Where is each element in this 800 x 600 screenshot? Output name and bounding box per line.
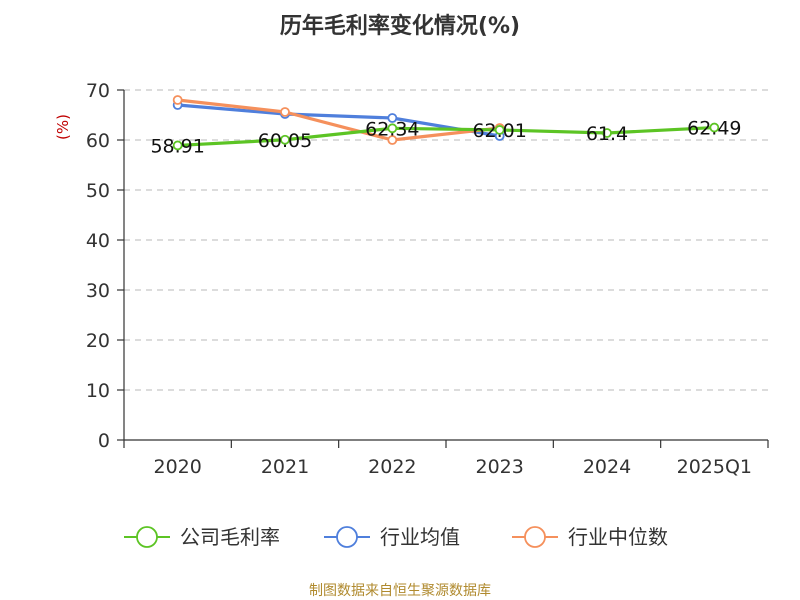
data-labels: 58.91 60.05 62.34 62.01 61.4 62.49 (150, 118, 741, 158)
data-point (280, 107, 290, 117)
series-0 (172, 122, 720, 151)
y-tick-label: 30 (86, 280, 110, 302)
legend-swatch-marker (336, 526, 358, 548)
x-tick-label: 2024 (583, 456, 631, 478)
x-tick-label: 2021 (261, 456, 309, 478)
x-tick-label: 2020 (153, 456, 201, 478)
legend-item: 行业均值 (324, 525, 460, 549)
y-axis-label: (%) (54, 114, 72, 140)
data-point (387, 123, 398, 134)
x-tick-label: 2022 (368, 456, 416, 478)
data-label: 62.01 (472, 120, 526, 142)
y-tick-label: 70 (86, 80, 110, 102)
data-point (172, 140, 183, 151)
data-point (387, 113, 398, 123)
legend-swatch-marker (136, 526, 158, 548)
x-tick-label: 2023 (475, 456, 523, 478)
y-tick-label: 0 (98, 430, 110, 452)
series (172, 95, 720, 151)
y-tick-label: 50 (86, 180, 110, 202)
x-tick-label: 2025Q1 (677, 456, 752, 478)
data-label: 62.34 (365, 118, 419, 140)
legend-label: 行业中位数 (568, 525, 668, 549)
data-label: 62.49 (687, 118, 741, 140)
data-point (709, 122, 720, 133)
y-tick-label: 20 (86, 330, 110, 352)
legend-label: 行业均值 (380, 525, 460, 549)
series-line (177, 103, 500, 138)
legend-label: 公司毛利率 (180, 525, 280, 549)
legend-item: 公司毛利率 (124, 525, 280, 549)
data-point (494, 125, 505, 135)
legend-swatch-marker (524, 526, 546, 548)
data-point (172, 95, 183, 105)
legend: 公司毛利率 行业均值 行业中位数 (124, 525, 668, 549)
y-tick-label: 40 (86, 230, 110, 252)
series-2 (172, 95, 505, 145)
data-label: 58.91 (150, 135, 204, 157)
y-tick-label: 10 (86, 380, 110, 402)
source-note: 制图数据来自恒生聚源数据库 (309, 583, 491, 599)
axes: 0 10 20 30 40 50 60 70 2020 2021 2022 2023 2024 2025Q… (86, 80, 769, 478)
grid (124, 89, 768, 391)
series-line (177, 125, 715, 148)
series-line (177, 98, 500, 142)
data-point (602, 128, 612, 138)
data-point (280, 134, 290, 145)
legend-item: 行业中位数 (512, 525, 668, 549)
y-tick-label: 60 (86, 130, 110, 152)
data-point (387, 135, 398, 145)
data-label: 61.4 (586, 123, 628, 145)
chart-title: 历年毛利率变化情况(%) (280, 13, 520, 39)
data-label: 60.05 (258, 130, 312, 152)
